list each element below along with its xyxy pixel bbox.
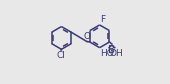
Text: F: F xyxy=(101,15,106,24)
Text: OH: OH xyxy=(109,49,123,58)
Text: O: O xyxy=(84,32,91,41)
Text: HO: HO xyxy=(101,49,114,58)
Text: B: B xyxy=(108,45,115,55)
Text: Cl: Cl xyxy=(56,51,65,60)
